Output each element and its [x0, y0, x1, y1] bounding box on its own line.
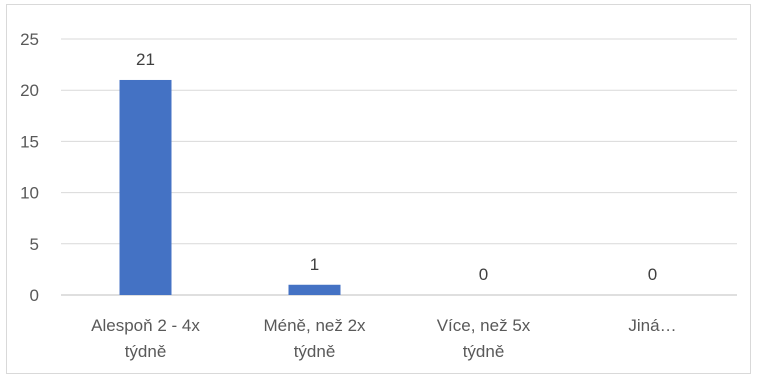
y-tick-label: 5: [30, 235, 39, 254]
y-tick-label: 10: [20, 184, 39, 203]
bars: [119, 79, 341, 296]
gridlines: [61, 38, 737, 296]
y-tick-label: 25: [20, 30, 39, 49]
x-category-label: týdně: [463, 342, 505, 361]
x-category-label: Méně, než 2x: [263, 316, 366, 335]
data-labels: 21 1 0 0: [136, 50, 657, 284]
y-tick-label: 0: [30, 286, 39, 305]
x-axis-categories: Alespoň 2 - 4x týdně Méně, než 2x týdně Více…: [91, 316, 676, 361]
y-tick-label: 20: [20, 81, 39, 100]
chart-frame: 0 5 10 15 20 25 21 1 0 0 Alespoň 2 - 4x týdně Méně…: [6, 4, 751, 374]
x-category-label: Jiná…: [628, 316, 676, 335]
data-label: 21: [136, 50, 155, 69]
bar: [288, 284, 341, 295]
data-label: 1: [310, 255, 319, 274]
x-category-label: týdně: [294, 342, 336, 361]
data-label: 0: [479, 265, 488, 284]
y-tick-label: 15: [20, 132, 39, 151]
y-axis-ticks: 0 5 10 15 20 25: [20, 30, 39, 305]
x-category-label: týdně: [125, 342, 167, 361]
x-category-label: Alespoň 2 - 4x: [91, 316, 200, 335]
x-category-label: Více, než 5x: [437, 316, 531, 335]
bar: [119, 79, 172, 296]
data-label: 0: [648, 265, 657, 284]
